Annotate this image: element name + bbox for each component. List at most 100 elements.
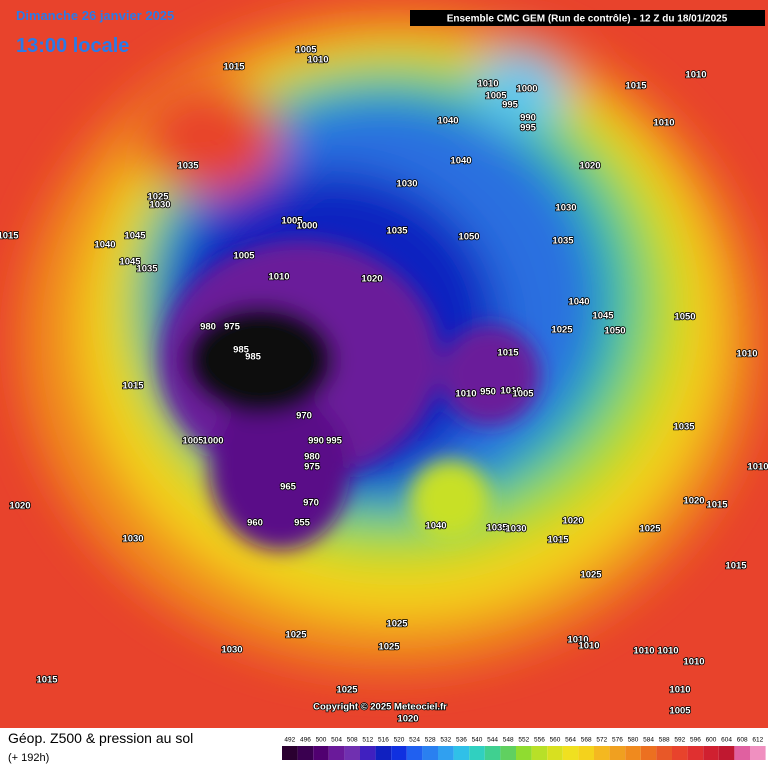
scale-swatch <box>687 746 704 760</box>
scale-swatch <box>594 746 610 760</box>
footer-title: Géop. Z500 & pression au sol <box>8 730 193 746</box>
pressure-label: 1005 <box>485 91 507 102</box>
scale-label: 564 <box>565 737 576 744</box>
pressure-label: 1030 <box>149 200 170 211</box>
footer-lead: (+ 192h) <box>8 752 49 764</box>
pressure-label: 1010 <box>736 349 757 360</box>
copyright: Copyright © 2025 Meteociel.fr <box>313 702 447 713</box>
pressure-label: 960 <box>247 518 263 529</box>
scale-swatch <box>703 746 719 760</box>
pressure-label: 965 <box>280 482 297 493</box>
pressure-label: 1040 <box>437 116 458 127</box>
scale-label: 576 <box>612 737 623 744</box>
scale-label: 572 <box>596 737 607 744</box>
pressure-label: 1010 <box>657 646 678 657</box>
pressure-label: 970 <box>296 411 312 422</box>
pressure-label: 995 <box>326 436 343 447</box>
scale-swatch <box>360 746 376 760</box>
pressure-label: 1010 <box>455 389 476 400</box>
pressure-label: 990 <box>520 113 536 124</box>
scale-label: 592 <box>674 737 685 744</box>
pressure-label: 1005 <box>512 389 534 400</box>
color-scale: 492 496 500 504 508 512 516 520 524 528 532 536 540 5… <box>282 737 766 760</box>
pressure-label: 1000 <box>516 84 537 95</box>
run-info: Ensemble CMC GEM (Run de contrôle) - 12 … <box>447 14 728 25</box>
pressure-label: 975 <box>304 462 321 473</box>
pressure-label: 1040 <box>568 297 589 308</box>
pressure-label: 1010 <box>633 646 654 657</box>
pressure-label: 1035 <box>673 422 695 433</box>
pressure-label: 1050 <box>604 326 625 337</box>
scale-swatch <box>750 746 766 760</box>
scale-label: 588 <box>659 737 670 744</box>
scale-swatch <box>718 746 735 760</box>
scale-swatch <box>344 746 360 760</box>
scale-label: 544 <box>487 737 498 744</box>
scale-swatch <box>391 746 407 760</box>
pressure-label: 1025 <box>147 192 169 203</box>
scale-label: 548 <box>503 737 514 744</box>
scale-swatch <box>438 746 454 760</box>
scale-swatch <box>547 746 563 760</box>
pressure-label: 1040 <box>450 156 471 167</box>
pressure-label: 1040 <box>425 521 446 532</box>
scale-label: 504 <box>331 737 342 744</box>
pressure-label: 995 <box>502 100 519 111</box>
pressure-label: 1005 <box>182 436 204 447</box>
scale-label: 528 <box>425 737 436 744</box>
pressure-label: 1010 <box>500 386 521 397</box>
scale-label: 536 <box>456 737 467 744</box>
pressure-label: 1010 <box>477 79 498 90</box>
pressure-label: 975 <box>224 322 241 333</box>
pressure-label: 1005 <box>233 251 255 262</box>
pressure-label: 985 <box>233 345 250 356</box>
pressure-label: 1035 <box>177 161 199 172</box>
pressure-label: 950 <box>480 387 496 398</box>
date: Dimanche 26 janvier 2025 <box>16 8 174 23</box>
pressure-label: 1025 <box>580 570 602 581</box>
pressure-label: 980 <box>304 452 320 463</box>
pressure-label: 1010 <box>747 462 768 473</box>
scale-swatch <box>297 746 314 760</box>
scale-swatch <box>313 746 329 760</box>
local-time: 13:00 locale <box>16 35 129 57</box>
pressure-label: 1010 <box>578 641 599 652</box>
pressure-label: 1020 <box>361 274 382 285</box>
scale-swatch <box>640 746 657 760</box>
pressure-label: 1040 <box>94 240 115 251</box>
scale-label: 596 <box>690 737 701 744</box>
scale-swatch <box>562 746 579 760</box>
pressure-label: 1010 <box>268 272 289 283</box>
pressure-label: 1020 <box>579 161 600 172</box>
pressure-label: 1045 <box>592 311 614 322</box>
pressure-label: 1010 <box>669 685 690 696</box>
pressure-label: 1015 <box>547 535 569 546</box>
pressure-label: 1020 <box>562 516 583 527</box>
scale-label: 556 <box>534 737 545 744</box>
scale-label: 540 <box>472 737 483 744</box>
pressure-label: 1010 <box>683 657 704 668</box>
scale-label: 516 <box>378 737 389 744</box>
pressure-label: 1010 <box>653 118 674 129</box>
scale-label: 492 <box>284 737 295 744</box>
pressure-label: 1010 <box>567 635 588 646</box>
run-box <box>410 10 765 26</box>
pressure-label: 1015 <box>497 348 519 359</box>
pressure-label: 1010 <box>307 55 328 66</box>
scale-label: 500 <box>316 737 327 744</box>
scale-swatch <box>672 746 688 760</box>
scale-swatch <box>625 746 641 760</box>
pressure-label: 1045 <box>124 231 146 242</box>
pressure-label: 1015 <box>0 231 19 242</box>
pressure-label: 970 <box>303 498 319 509</box>
scale-swatch <box>453 746 470 760</box>
pressure-label: 1025 <box>551 325 573 336</box>
pressure-label: 1050 <box>458 232 479 243</box>
pressure-label: 1020 <box>397 714 418 725</box>
pressure-label: 1000 <box>296 221 317 232</box>
scale-label: 508 <box>347 737 358 744</box>
pressure-label: 1025 <box>378 642 400 653</box>
scale-swatch <box>328 746 345 760</box>
scale-label: 568 <box>581 737 592 744</box>
pressure-label: 1035 <box>486 523 508 534</box>
